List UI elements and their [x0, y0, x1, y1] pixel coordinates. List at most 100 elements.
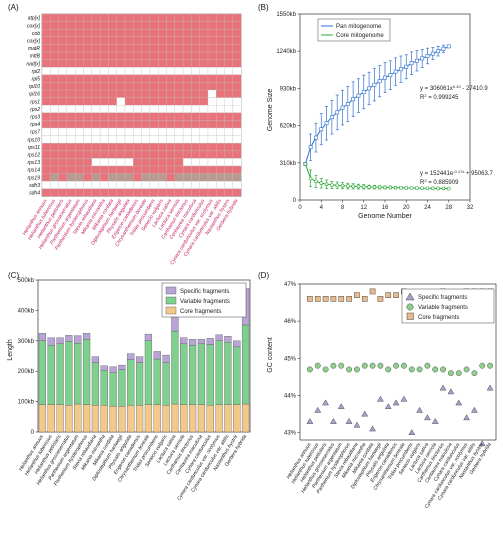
core-marker: [351, 184, 355, 189]
heatmap-cell: [83, 143, 92, 151]
bar-segment: [224, 342, 232, 405]
heatmap-cell: [116, 13, 126, 22]
heatmap-cell: [58, 105, 68, 113]
panel-d-legend: Specific fragments Variable fragments Co…: [401, 288, 495, 324]
bar-segment: [56, 337, 64, 345]
heatmap-cell: [41, 82, 51, 91]
panel-b-ylabel: Genome Size: [267, 89, 274, 132]
heatmap-cell: [91, 112, 101, 121]
heatmap-cell: [149, 105, 159, 113]
heatmap-cell: [83, 181, 92, 189]
heatmap-cell: [99, 127, 109, 136]
heatmap-cell: [182, 67, 192, 75]
heatmap-cell: [116, 21, 126, 30]
x-tick-label: 28: [445, 205, 452, 211]
heatmap-cell: [158, 51, 167, 60]
heatmap-cell: [232, 120, 242, 129]
heatmap-cell: [141, 29, 151, 37]
gene-label: rps19: [27, 175, 40, 181]
bar-segment: [47, 337, 55, 346]
core-marker: [393, 185, 398, 190]
heatmap-cell: [199, 59, 209, 68]
heatmap-cell: [91, 21, 101, 30]
heatmap-cell: [75, 127, 84, 136]
panel-a-label: (A): [8, 3, 19, 12]
heatmap-cell: [91, 105, 101, 113]
heatmap-cell: [232, 143, 242, 151]
heatmap-cell: [116, 165, 126, 174]
gene-label: rps4: [30, 122, 40, 128]
heatmap-cell: [182, 36, 192, 45]
y-tick-label: 310kb: [280, 161, 297, 167]
x-tick-label: 20: [403, 205, 410, 211]
heatmap-cell: [174, 13, 184, 22]
core-marker: [446, 186, 451, 191]
bar-segment: [65, 405, 73, 433]
pan-marker: [335, 110, 340, 115]
heatmap-cell: [124, 158, 134, 167]
heatmap-cell: [116, 82, 126, 91]
heatmap-cell: [124, 143, 134, 151]
heatmap-cell: [199, 188, 209, 197]
heatmap-cell: [166, 181, 175, 189]
heatmap-cell: [66, 120, 76, 129]
heatmap-cell: [166, 67, 175, 75]
heatmap-cell: [232, 44, 242, 53]
heatmap-cell: [83, 59, 92, 68]
bar-segment: [82, 404, 91, 433]
heatmap-cell: [50, 127, 59, 136]
heatmap-cell: [116, 36, 126, 45]
heatmap-cell: [66, 89, 76, 98]
heatmap-cell: [166, 59, 175, 68]
panel-c-ylabel: Length: [7, 339, 14, 361]
svg-text:y = 152441e-0.17x + 95063.7: y = 152441e-0.17x + 95063.7: [420, 169, 494, 177]
heatmap-cell: [50, 82, 59, 91]
heatmap-cell: [108, 105, 117, 113]
pan-marker: [414, 58, 419, 63]
heatmap-cell: [174, 29, 184, 37]
heatmap-cell: [83, 158, 92, 167]
heatmap-cell: [50, 158, 59, 167]
panel-d-ylabel: GC content: [267, 337, 274, 372]
x-tick-label: 8: [341, 205, 345, 211]
heatmap-cell: [91, 135, 101, 144]
bar-segment: [56, 404, 64, 433]
bar-segment: [224, 404, 232, 433]
heatmap-cell: [116, 120, 126, 129]
heatmap-cell: [99, 44, 109, 53]
heatmap-cell: [83, 51, 92, 60]
heatmap-cell: [174, 89, 184, 98]
heatmap-cell: [83, 120, 92, 129]
heatmap-cell: [75, 36, 84, 45]
heatmap-cell: [108, 67, 117, 75]
pan-marker: [441, 46, 446, 51]
variable-marker: [353, 366, 360, 373]
core-marker: [338, 296, 345, 302]
heatmap-cell: [108, 44, 117, 53]
variable-marker: [369, 362, 376, 369]
heatmap-cell: [232, 59, 242, 68]
heatmap-cell: [158, 105, 167, 113]
heatmap-cell: [58, 97, 68, 106]
heatmap-cell: [216, 120, 225, 129]
core-marker: [399, 185, 403, 190]
heatmap-cell: [58, 59, 68, 68]
core-marker: [361, 296, 368, 302]
pan-marker: [399, 67, 403, 72]
bar-segment: [135, 405, 144, 433]
heatmap-cell: [224, 51, 234, 60]
heatmap-cell: [66, 188, 76, 197]
heatmap-cell: [174, 120, 184, 129]
heatmap-cell: [166, 89, 175, 98]
heatmap-cell: [207, 120, 217, 129]
variable-marker: [487, 362, 494, 369]
panel-c-stacked-bar-chart: (C) Length 0100kb200kb300kb400kb500kbHel…: [7, 271, 251, 502]
specific-marker: [455, 399, 463, 406]
legend-core: Core mitogenome: [336, 33, 384, 39]
y-tick-label: 0: [31, 430, 35, 436]
core-marker: [324, 182, 329, 186]
heatmap-cell: [191, 127, 200, 136]
heatmap-cell: [133, 89, 142, 98]
heatmap-cell: [141, 44, 151, 53]
heatmap-cell: [174, 44, 184, 53]
